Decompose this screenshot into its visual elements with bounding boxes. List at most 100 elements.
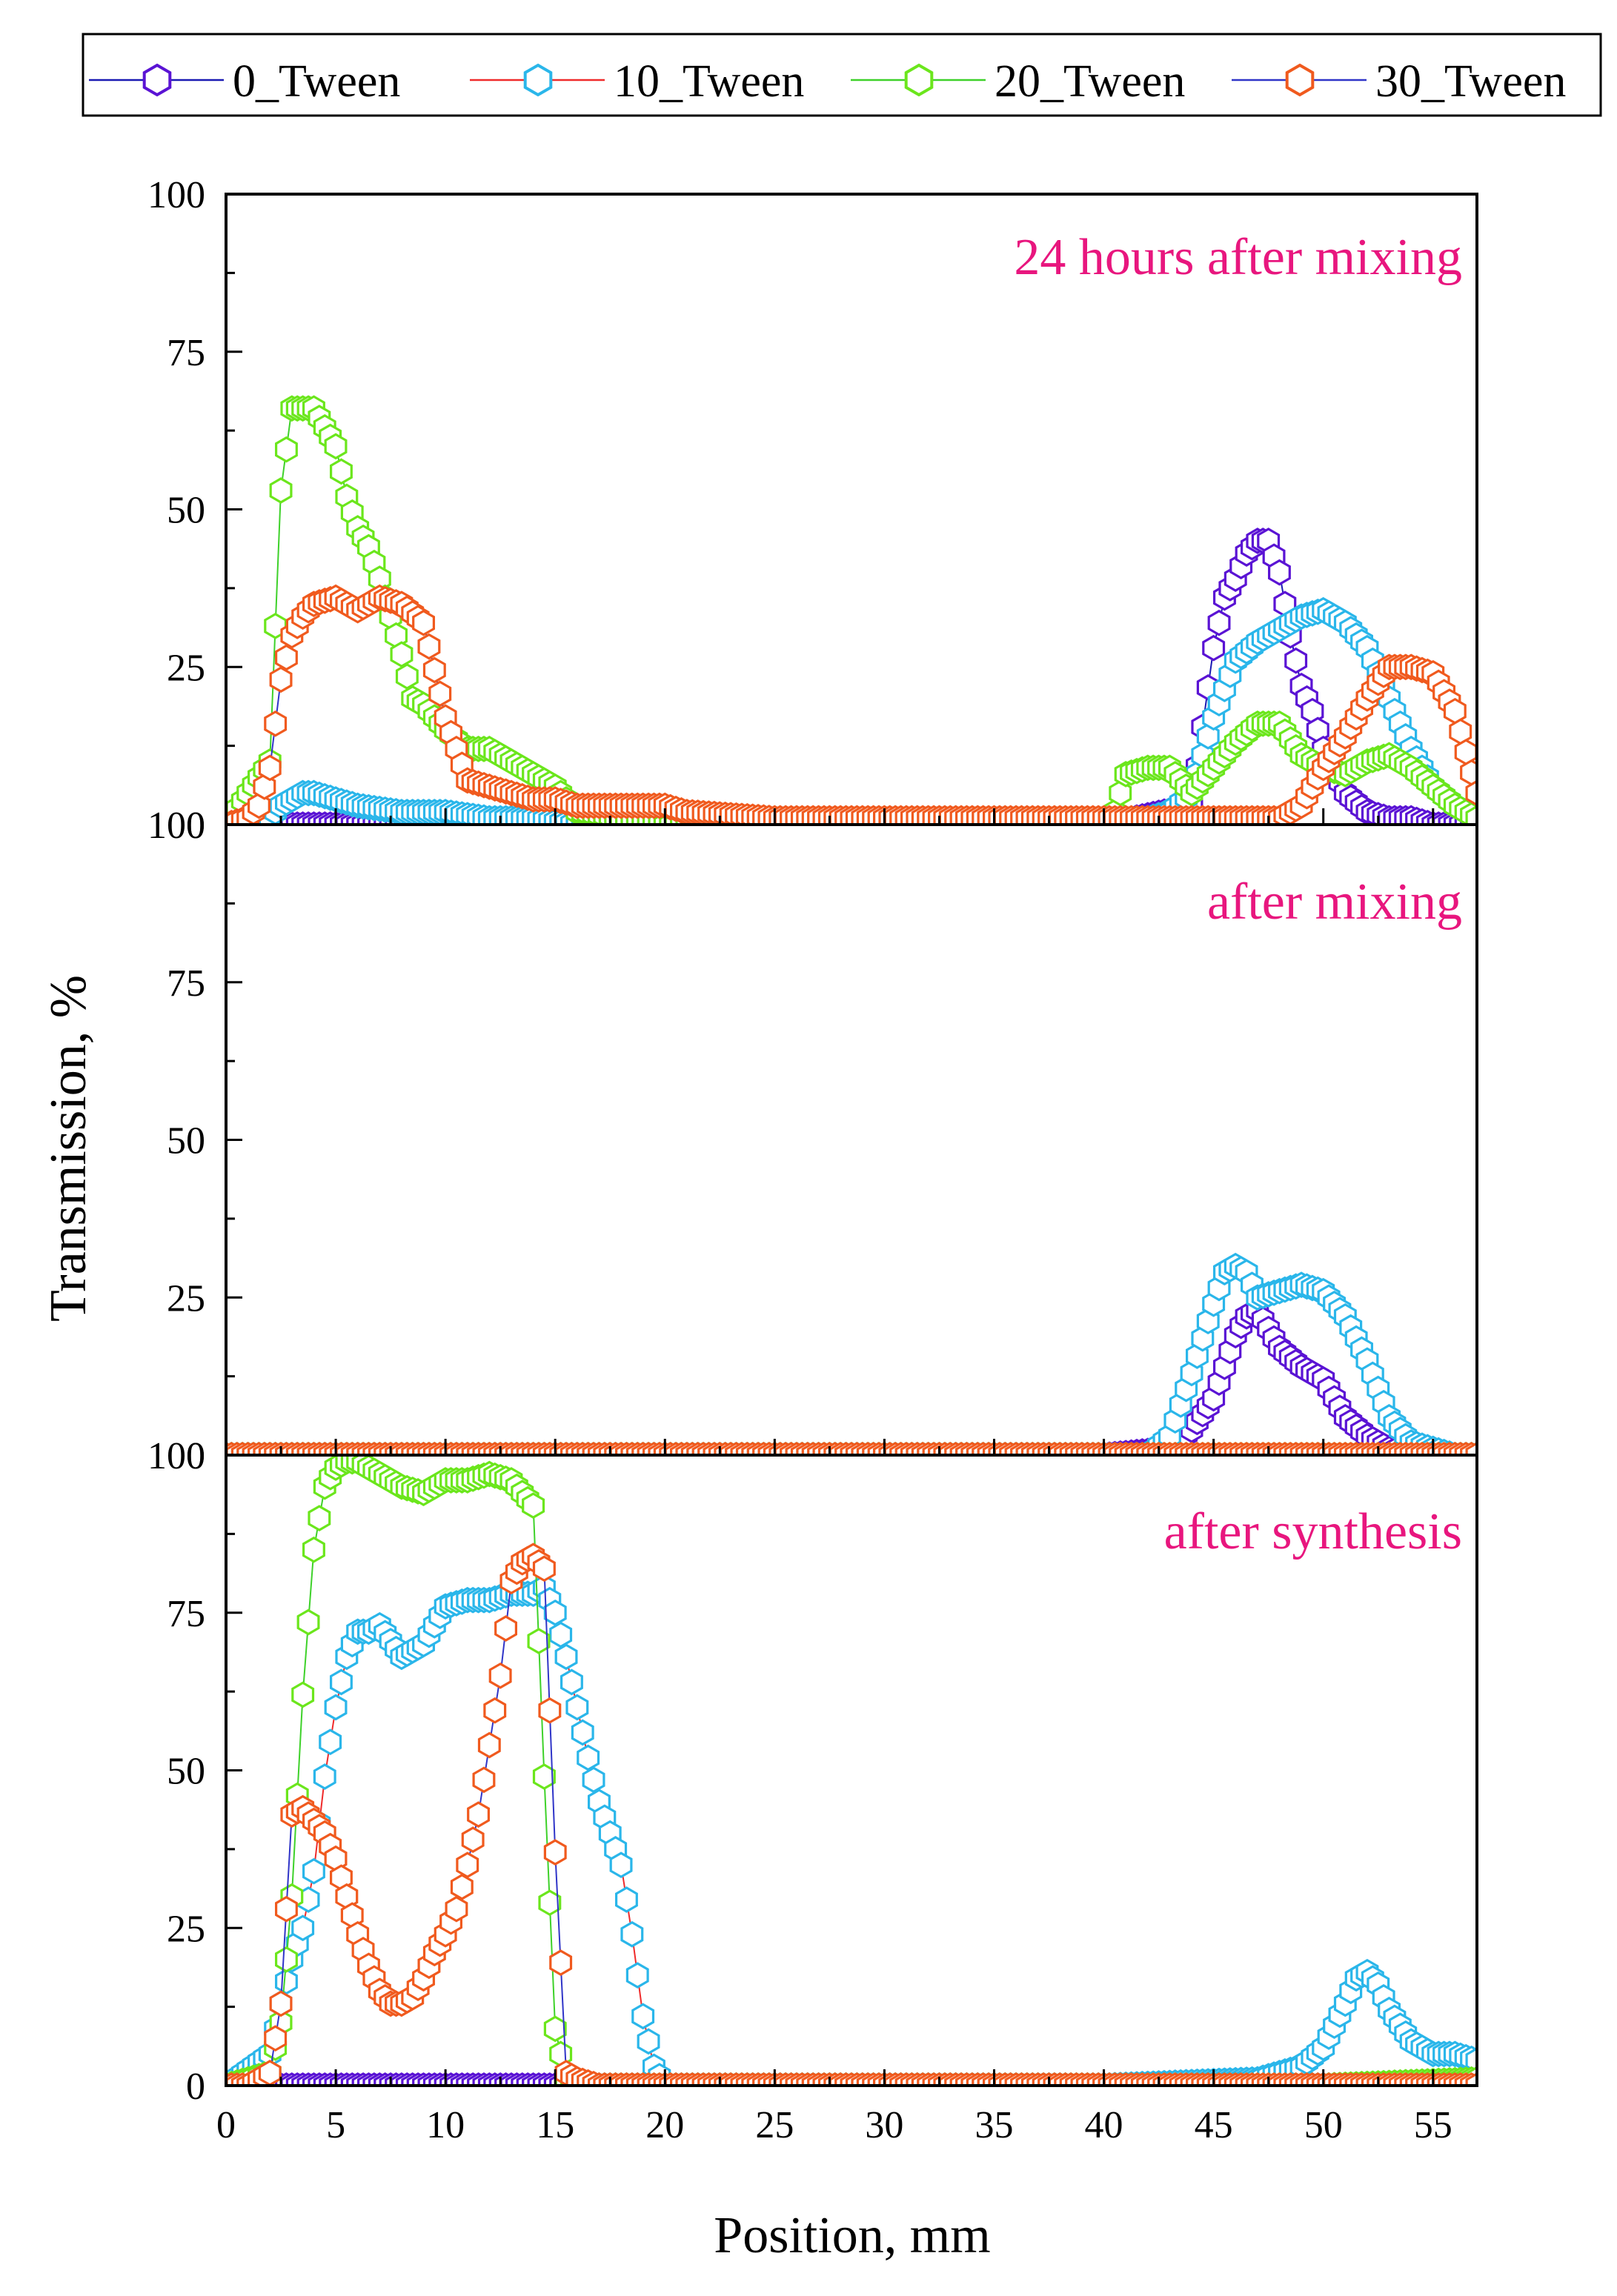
- data-point: [275, 644, 298, 671]
- panel: 0 25 50 75 100 24 hours after mixing: [147, 174, 1478, 847]
- data-point: [324, 1694, 348, 1721]
- y-tick-label: 75: [167, 332, 205, 374]
- data-point: [620, 1920, 644, 1948]
- data-point: [275, 1946, 298, 1973]
- x-tick-label: 35: [974, 2104, 1013, 2146]
- data-point: [1465, 2072, 1477, 2086]
- data-point: [291, 1914, 315, 1942]
- data-point: [527, 1628, 551, 1654]
- legend-marker-hexagon: [904, 63, 934, 97]
- data-point: [543, 1599, 567, 1626]
- data-point: [522, 1492, 545, 1519]
- data-point: [445, 1895, 468, 1923]
- data-point: [543, 1839, 567, 1866]
- x-tick-label: 15: [536, 2104, 574, 2146]
- panel: 0 25 50 75 100 after synthesis: [147, 1435, 1478, 2108]
- data-point: [477, 1731, 501, 1759]
- data-point: [291, 1681, 315, 1708]
- data-point: [330, 1668, 353, 1696]
- data-point: [614, 1886, 638, 1913]
- x-tick-label: 45: [1195, 2104, 1233, 2146]
- legend-entry: 10_Tween: [470, 56, 804, 107]
- data-point: [258, 754, 282, 782]
- data-point: [269, 1990, 293, 2017]
- x-tick-label: 10: [426, 2104, 465, 2146]
- data-point: [637, 2028, 660, 2055]
- y-tick-label: 50: [167, 1120, 205, 1162]
- legend-label: 30_Tween: [1375, 56, 1566, 107]
- data-point: [631, 2003, 655, 2030]
- data-point: [554, 1643, 578, 1671]
- legend-label: 20_Tween: [995, 56, 1185, 107]
- panel-label: after mixing: [1207, 874, 1462, 931]
- data-point: [483, 1697, 507, 1724]
- data-point: [395, 663, 419, 690]
- legend-label: 0_Tween: [233, 56, 400, 107]
- series-10_Tween: [226, 1574, 1477, 2086]
- data-point: [577, 1744, 600, 1771]
- data-point: [269, 666, 293, 693]
- legend-entry: 0_Tween: [89, 56, 400, 107]
- x-tick-label: 5: [326, 2104, 345, 2146]
- y-tick-label: 75: [167, 962, 205, 1005]
- data-point: [1202, 634, 1226, 662]
- series-0_Tween: [226, 1297, 1477, 1455]
- data-point: [258, 2060, 282, 2086]
- data-point: [1465, 779, 1477, 807]
- x-tick-label: 40: [1085, 2104, 1123, 2146]
- data-point: [625, 1962, 649, 1989]
- data-point: [1465, 805, 1477, 825]
- y-tick-label: 25: [167, 647, 205, 689]
- series-30_Tween: [226, 1543, 1477, 2086]
- series-group: [226, 1455, 1477, 2086]
- x-tick-label: 55: [1414, 2104, 1452, 2146]
- data-point: [412, 609, 436, 636]
- y-tick-label: 0: [186, 2066, 205, 2108]
- legend-marker-hexagon: [523, 63, 553, 97]
- data-point: [532, 1555, 556, 1583]
- data-point: [532, 1763, 556, 1790]
- data-point: [308, 1505, 331, 1531]
- legend-marker-hexagon: [1285, 63, 1315, 97]
- y-tick-label: 75: [167, 1593, 205, 1635]
- x-tick-label: 20: [645, 2104, 684, 2146]
- data-point: [582, 1766, 605, 1794]
- y-tick-label: 100: [147, 174, 205, 216]
- data-point: [494, 1615, 518, 1642]
- series-group: [226, 395, 1477, 825]
- panel-label: after synthesis: [1164, 1503, 1462, 1560]
- data-point: [269, 477, 293, 504]
- series-line: [226, 1308, 1477, 1455]
- data-point: [450, 1874, 474, 1900]
- panel-label: 24 hours after mixing: [1014, 229, 1462, 286]
- data-point: [319, 1728, 342, 1756]
- legend-marker-hexagon: [142, 63, 172, 97]
- data-point: [467, 1801, 491, 1828]
- data-point: [302, 1536, 325, 1563]
- y-tick-label: 100: [147, 805, 205, 847]
- data-point: [422, 656, 446, 684]
- data-point: [472, 1766, 496, 1794]
- data-point: [538, 1889, 562, 1917]
- data-point: [302, 1857, 325, 1885]
- data-point: [488, 1662, 512, 1689]
- x-tick-label: 50: [1304, 2104, 1343, 2146]
- data-point: [456, 1851, 479, 1879]
- data-point: [549, 1949, 573, 1976]
- data-point: [1465, 2047, 1477, 2074]
- data-point: [461, 1826, 485, 1853]
- data-point: [1465, 1442, 1477, 1455]
- y-tick-label: 0: [186, 1435, 205, 1477]
- data-point: [296, 1608, 320, 1636]
- data-point: [330, 458, 353, 485]
- data-point: [275, 1895, 298, 1923]
- data-point: [275, 1968, 298, 1995]
- legend-entry: 30_Tween: [1232, 56, 1566, 107]
- panel: 0 25 50 75 100 after mixing: [147, 805, 1478, 1477]
- x-tick-label: 0: [216, 2104, 236, 2146]
- legend-label: 10_Tween: [614, 56, 804, 107]
- data-point: [1284, 647, 1308, 674]
- data-point: [1207, 609, 1231, 636]
